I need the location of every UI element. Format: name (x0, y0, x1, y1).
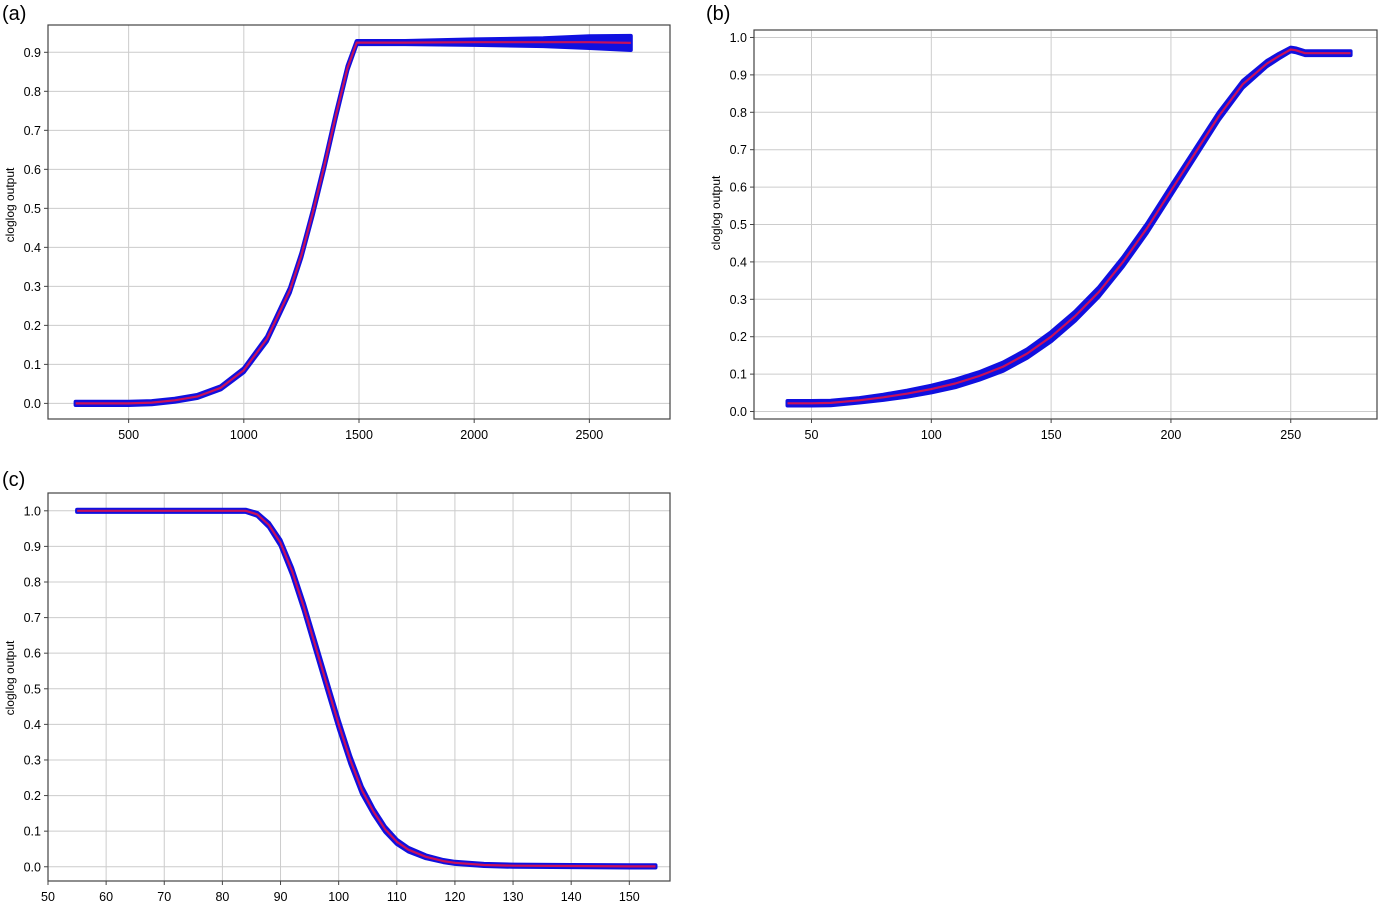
y-axis-label: cloglog output (3, 640, 17, 715)
y-tick-label: 0.9 (24, 540, 41, 554)
y-tick-label: 0.8 (24, 575, 41, 589)
y-tick-label: 0.1 (24, 825, 41, 839)
x-tick-label: 50 (41, 890, 55, 904)
x-tick-label: 500 (118, 428, 139, 442)
chart-panel-c: (c) cloglog output 50 60 70 80 90 100 110 120 13… (2, 469, 671, 904)
y-tick-label: 0.6 (24, 163, 41, 177)
y-tick-label: 0.9 (730, 68, 747, 82)
y-tick-label: 0.4 (24, 241, 41, 255)
y-tick-label: 0.0 (730, 405, 747, 419)
x-tick-label: 200 (1161, 428, 1182, 442)
y-tick-label: 0.5 (24, 202, 41, 216)
panel-label: (a) (2, 3, 26, 25)
y-tick-label: 0.7 (730, 143, 747, 157)
y-axis-label: cloglog output (709, 175, 723, 250)
x-tick-label: 80 (215, 890, 229, 904)
plot-area (48, 493, 670, 881)
y-tick-label: 0.6 (730, 181, 747, 195)
x-tick-label: 1000 (230, 428, 258, 442)
y-tick-label: 0.4 (730, 255, 747, 269)
y-tick-label: 0.8 (730, 106, 747, 120)
x-tick-label: 100 (328, 890, 349, 904)
y-axis-label: cloglog output (3, 167, 17, 242)
x-tick-label: 130 (503, 890, 524, 904)
y-tick-label: 0.1 (24, 358, 41, 372)
x-tick-label: 2000 (460, 428, 488, 442)
y-tick-label: 0.8 (24, 85, 41, 99)
panel-label: (b) (706, 3, 730, 25)
y-tick-label: 0.3 (24, 753, 41, 767)
y-tick-label: 1.0 (24, 504, 41, 518)
y-tick-label: 0.0 (24, 860, 41, 874)
y-tick-label: 0.5 (730, 218, 747, 232)
plot-frame (753, 29, 1378, 420)
x-tick-label: 50 (805, 428, 819, 442)
x-tick-label: 1500 (345, 428, 373, 442)
mean-response-line (75, 41, 631, 405)
x-tick-label: 2500 (575, 428, 603, 442)
panel-label: (c) (2, 469, 25, 491)
x-tick-label: 60 (99, 890, 113, 904)
y-tick-label: 0.7 (24, 124, 41, 138)
y-tick-label: 0.4 (24, 718, 41, 732)
x-tick-label: 150 (619, 890, 640, 904)
y-tick-label: 0.0 (24, 397, 41, 411)
y-tick-label: 0.9 (24, 46, 41, 60)
chart-panel-a: (a) cloglog output 500 1000 1500 2000 2500 0.… (2, 3, 671, 442)
mean-response-line (787, 48, 1351, 405)
y-tick-label: 0.1 (730, 368, 747, 382)
x-tick-label: 120 (444, 890, 465, 904)
y-tick-label: 0.5 (24, 682, 41, 696)
x-tick-label: 90 (274, 890, 288, 904)
x-tick-label: 150 (1041, 428, 1062, 442)
y-tick-label: 1.0 (730, 31, 747, 45)
plot-frame (47, 492, 671, 882)
x-tick-label: 100 (921, 428, 942, 442)
y-tick-label: 0.2 (24, 319, 41, 333)
mean-response-line (77, 509, 656, 868)
x-tick-label: 250 (1280, 428, 1301, 442)
x-tick-label: 70 (157, 890, 171, 904)
y-tick-label: 0.2 (24, 789, 41, 803)
x-tick-label: 140 (561, 890, 582, 904)
x-tick-label: 110 (387, 890, 407, 904)
y-tick-label: 0.3 (730, 293, 747, 307)
y-tick-label: 0.7 (24, 611, 41, 625)
chart-panel-b: (b) cloglog output 50 100 150 200 250 0.0 0.1 0… (706, 3, 1378, 442)
confidence-band (73, 33, 633, 407)
y-tick-label: 0.6 (24, 647, 41, 661)
y-tick-label: 0.3 (24, 280, 41, 294)
y-tick-label: 0.2 (730, 330, 747, 344)
plot-frame (47, 24, 671, 420)
confidence-band (785, 45, 1353, 408)
